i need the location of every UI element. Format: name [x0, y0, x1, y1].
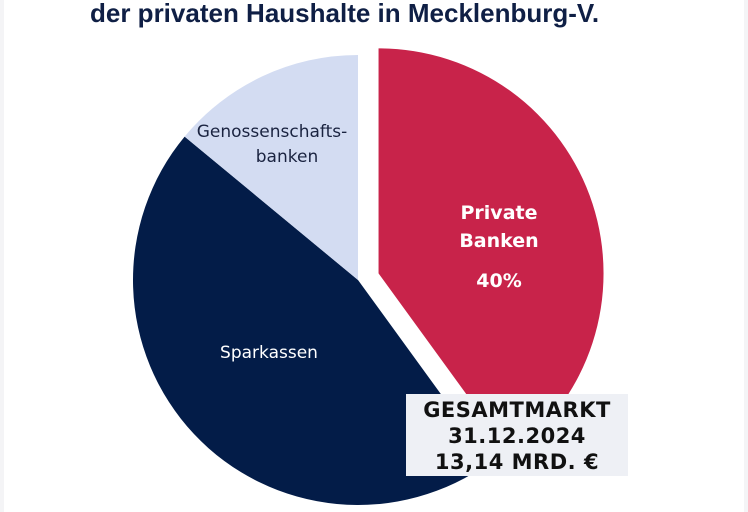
slice-label-genossenschaft: Genossenschafts-	[197, 122, 348, 142]
chart-title: der privaten Haushalte in Mecklenburg-V.	[90, 0, 600, 28]
pie-slice-sparkassen	[133, 136, 491, 505]
pie-slice-genossenschaftsbanken	[184, 55, 358, 280]
slice-value-private: 40%	[476, 270, 521, 292]
summary-line-total: 13,14 MRD. €	[434, 450, 600, 474]
summary-line-date: 31.12.2024	[448, 424, 586, 448]
slice-label-sparkassen: Sparkassen	[220, 343, 318, 363]
slice-label-private: Private	[461, 202, 538, 224]
slice-label-private: Banken	[459, 230, 538, 252]
pie-slice-private-banken	[378, 48, 604, 456]
slice-label-genossenschaft: banken	[256, 147, 318, 167]
summary-box: GESAMTMARKT 31.12.2024 13,14 MRD. €	[406, 394, 628, 476]
summary-line-market: GESAMTMARKT	[423, 398, 611, 422]
